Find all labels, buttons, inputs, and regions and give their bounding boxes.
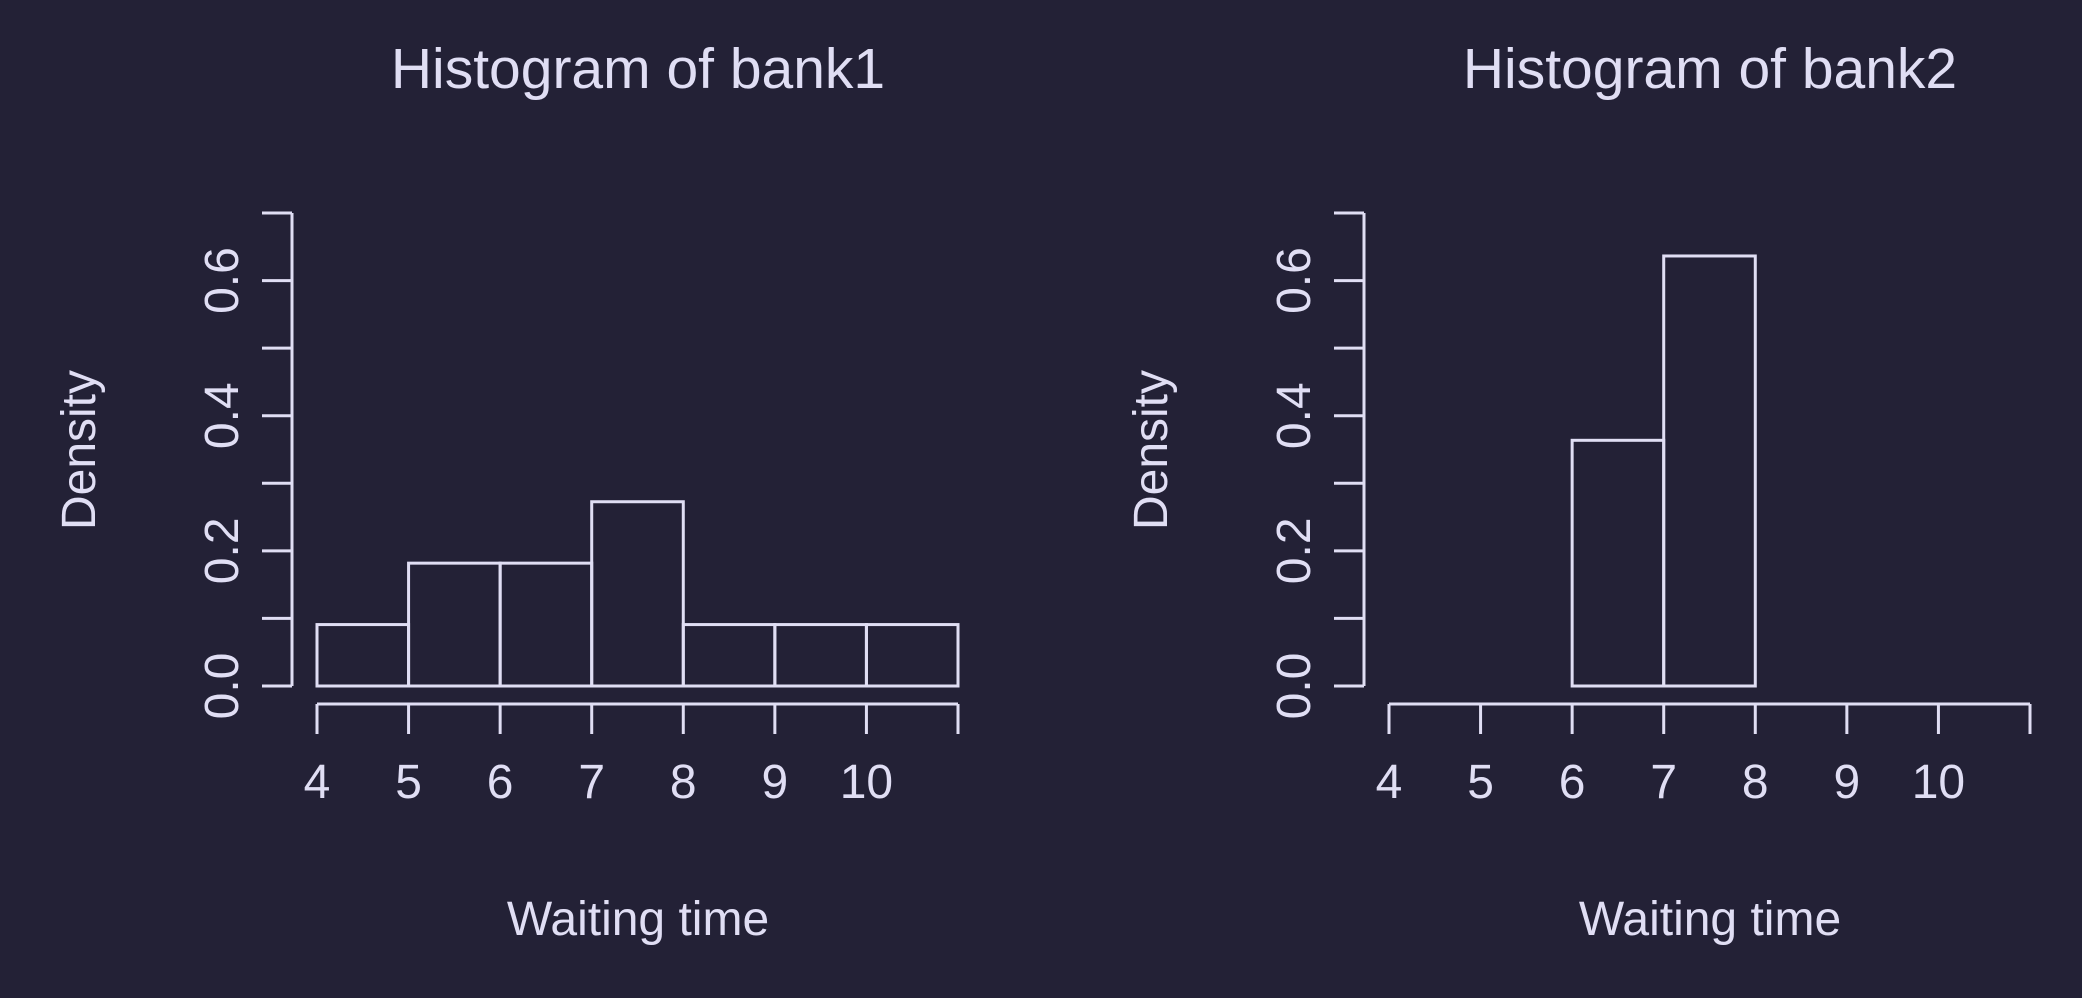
y-axis: 0.0 0.2 0.4 0.6: [1268, 211, 1366, 720]
x-axis-label: Waiting time: [507, 893, 769, 946]
x-tick-label: 6: [487, 756, 514, 809]
x-axis: 4 5 6 7 8 9 10: [1376, 702, 2032, 809]
x-tick-label: 4: [304, 756, 331, 809]
histogram-bars: [315, 500, 960, 688]
y-tick-label: 0.4: [1268, 382, 1321, 449]
histogram-bars: [1570, 254, 1757, 688]
x-tick-label: 6: [1559, 756, 1586, 809]
y-tick-label: 0.4: [196, 382, 249, 449]
x-tick-label: 8: [1742, 756, 1769, 809]
y-tick-label: 0.6: [1268, 247, 1321, 314]
x-tick-label: 5: [1467, 756, 1494, 809]
histogram-bar: [864, 623, 960, 688]
y-tick-label: 0.6: [196, 247, 249, 314]
x-tick-label: 4: [1376, 756, 1403, 809]
chart-title: Histogram of bank1: [391, 37, 885, 101]
y-tick-label: 0.2: [1268, 517, 1321, 584]
x-tick-label: 8: [670, 756, 697, 809]
x-axis-label: Waiting time: [1579, 893, 1841, 946]
y-axis-label: Density: [53, 370, 106, 530]
y-tick-label: 0.0: [196, 653, 249, 720]
y-axis-label: Density: [1125, 370, 1178, 530]
histogram-panel-bank1: Histogram of bank1 Density Waiting time …: [53, 37, 960, 946]
histogram-bar: [1662, 254, 1757, 688]
x-tick-label: 5: [395, 756, 422, 809]
x-axis: 4 5 6 7 8 9 10: [304, 702, 960, 809]
y-axis: 0.0 0.2 0.4 0.6: [196, 211, 294, 720]
histogram-bar: [590, 500, 685, 688]
x-tick-label: 9: [762, 756, 789, 809]
x-tick-label: 7: [1650, 756, 1677, 809]
x-tick-label: 7: [578, 756, 605, 809]
y-tick-label: 0.0: [1268, 653, 1321, 720]
histogram-panel-bank2: Histogram of bank2 Density Waiting time …: [1125, 37, 2032, 946]
x-tick-label: 9: [1834, 756, 1861, 809]
y-tick-label: 0.2: [196, 517, 249, 584]
x-tick-label: 10: [840, 756, 893, 809]
x-tick-label: 10: [1912, 756, 1965, 809]
chart-title: Histogram of bank2: [1463, 37, 1957, 101]
